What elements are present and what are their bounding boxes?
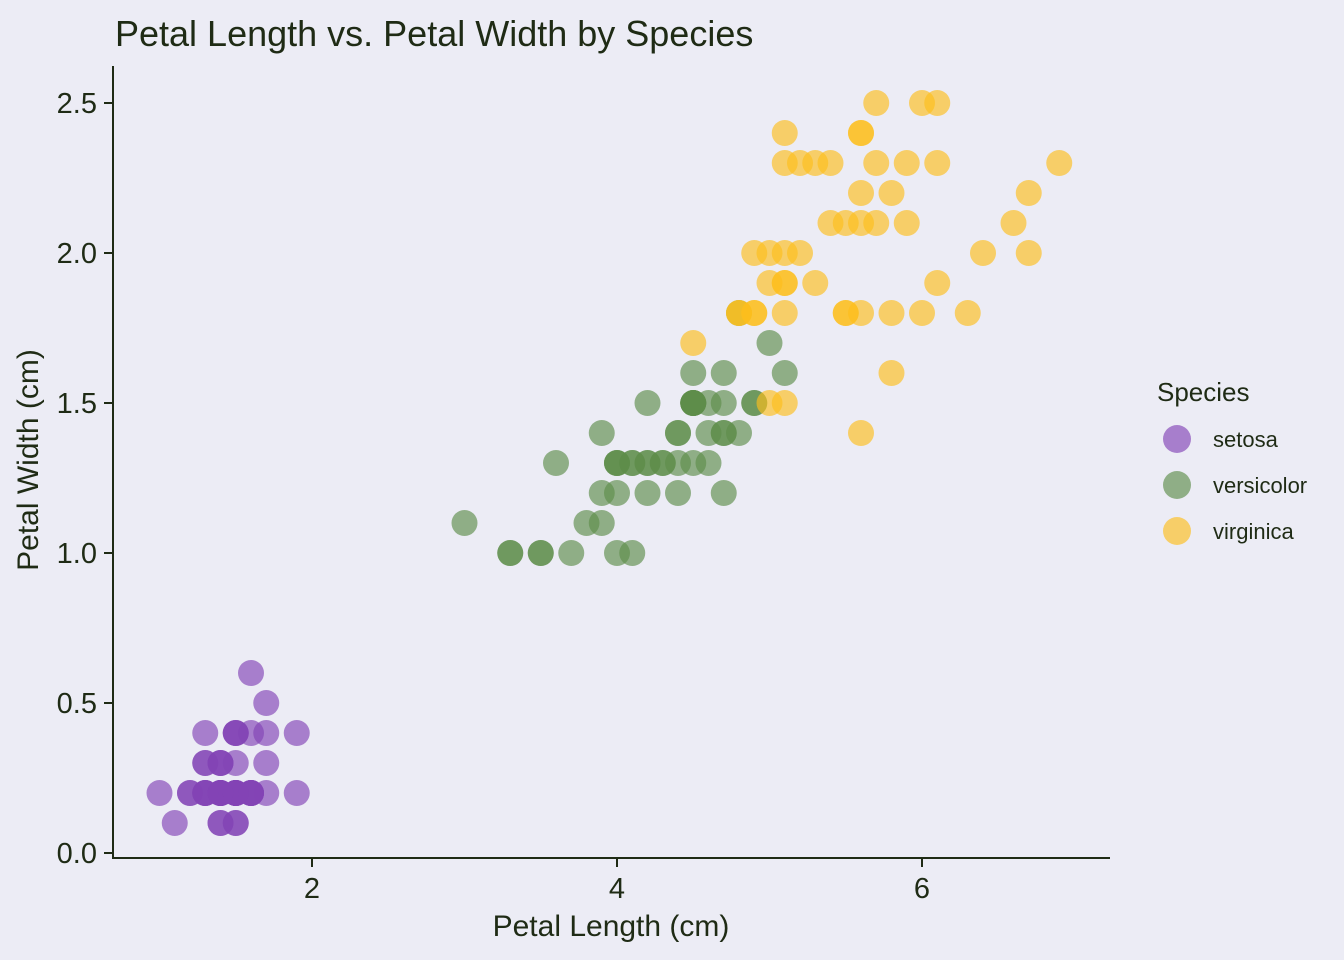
- data-point-virginica: [848, 210, 874, 236]
- x-tick-label: 2: [304, 873, 320, 905]
- data-point-virginica: [787, 240, 813, 266]
- data-point-setosa: [146, 780, 173, 806]
- data-point-setosa: [238, 660, 264, 686]
- legend-marker-virginica: [1163, 517, 1191, 545]
- data-point-versicolor: [634, 480, 661, 506]
- chart-title: Petal Length vs. Petal Width by Species: [115, 13, 753, 54]
- data-point-versicolor: [695, 420, 722, 446]
- data-point-versicolor: [771, 360, 798, 386]
- data-point-virginica: [1015, 240, 1042, 266]
- legend-marker-versicolor: [1163, 471, 1191, 499]
- data-point-virginica: [771, 390, 798, 416]
- data-point-virginica: [893, 210, 920, 236]
- legend-label-setosa: setosa: [1213, 427, 1279, 452]
- data-point-setosa: [283, 720, 310, 746]
- data-point-setosa: [207, 780, 234, 806]
- data-point-versicolor: [710, 480, 737, 506]
- legend-title: Species: [1157, 377, 1250, 407]
- y-tick-label: 1.0: [57, 538, 97, 570]
- data-point-versicolor: [604, 480, 630, 506]
- y-axis-label: Petal Width (cm): [12, 349, 45, 571]
- legend-marker-setosa: [1163, 425, 1191, 453]
- data-point-setosa: [192, 720, 219, 746]
- data-point-versicolor: [695, 450, 722, 476]
- data-point-virginica: [680, 330, 707, 356]
- data-point-setosa: [161, 810, 188, 836]
- data-point-virginica: [893, 150, 920, 176]
- data-point-setosa: [283, 780, 310, 806]
- x-axis-label: Petal Length (cm): [493, 910, 730, 943]
- data-point-versicolor: [573, 510, 600, 536]
- data-point-virginica: [817, 210, 844, 236]
- data-point-virginica: [787, 150, 813, 176]
- data-point-setosa: [222, 720, 249, 746]
- data-point-versicolor: [710, 390, 737, 416]
- data-point-virginica: [878, 360, 905, 386]
- data-point-versicolor: [665, 480, 691, 506]
- data-point-virginica: [924, 90, 951, 116]
- data-point-virginica: [741, 240, 768, 266]
- data-point-virginica: [863, 90, 890, 116]
- data-point-virginica: [817, 150, 844, 176]
- data-point-virginica: [878, 300, 905, 326]
- data-point-virginica: [832, 300, 859, 326]
- y-tick-label: 0.5: [57, 688, 97, 720]
- x-tick-label: 4: [609, 873, 625, 905]
- data-point-virginica: [878, 180, 905, 206]
- data-point-versicolor: [680, 360, 707, 386]
- data-point-setosa: [207, 810, 234, 836]
- data-point-versicolor: [619, 540, 646, 566]
- data-point-setosa: [253, 690, 280, 716]
- data-point-versicolor: [726, 420, 752, 446]
- data-point-virginica: [924, 150, 951, 176]
- y-tick-label: 2.5: [57, 88, 97, 120]
- data-point-virginica: [1015, 180, 1042, 206]
- data-point-versicolor: [680, 390, 707, 416]
- data-point-versicolor: [634, 390, 661, 416]
- data-point-virginica: [909, 300, 935, 326]
- data-point-virginica: [726, 300, 752, 326]
- data-point-virginica: [756, 270, 783, 296]
- data-point-virginica: [863, 150, 890, 176]
- data-point-virginica: [802, 270, 829, 296]
- data-point-virginica: [1000, 210, 1027, 236]
- y-tick-label: 0.0: [57, 838, 97, 870]
- data-point-virginica: [924, 270, 951, 296]
- y-tick-label: 1.5: [57, 388, 97, 420]
- data-point-virginica: [771, 300, 798, 326]
- legend: Species setosa versicolor virginica: [1157, 377, 1307, 545]
- data-point-setosa: [207, 750, 234, 776]
- y-tick-label: 2.0: [57, 238, 97, 270]
- x-tick-label: 6: [914, 873, 930, 905]
- data-point-versicolor: [619, 450, 646, 476]
- data-point-versicolor: [451, 510, 478, 536]
- legend-label-versicolor: versicolor: [1213, 473, 1307, 498]
- data-point-versicolor: [558, 540, 585, 566]
- y-axis-ticks: 0.0 0.5 1.0 1.5 2.0 2.5: [57, 88, 113, 870]
- data-point-versicolor: [543, 450, 569, 476]
- data-point-versicolor: [527, 540, 554, 566]
- data-point-versicolor: [665, 420, 691, 446]
- data-point-virginica: [954, 300, 981, 326]
- data-point-setosa: [253, 750, 280, 776]
- data-point-versicolor: [588, 420, 615, 446]
- data-point-versicolor: [497, 540, 524, 566]
- data-point-versicolor: [649, 450, 676, 476]
- data-point-virginica: [771, 120, 798, 146]
- data-point-virginica: [848, 180, 874, 206]
- data-point-virginica: [970, 240, 996, 266]
- data-point-virginica: [1046, 150, 1073, 176]
- data-points-layer: [146, 90, 1073, 836]
- x-axis-ticks: 2 4 6: [304, 858, 930, 905]
- data-point-versicolor: [710, 360, 737, 386]
- legend-label-virginica: virginica: [1213, 519, 1294, 544]
- data-point-virginica: [848, 120, 874, 146]
- data-point-versicolor: [756, 330, 783, 356]
- data-point-virginica: [848, 420, 874, 446]
